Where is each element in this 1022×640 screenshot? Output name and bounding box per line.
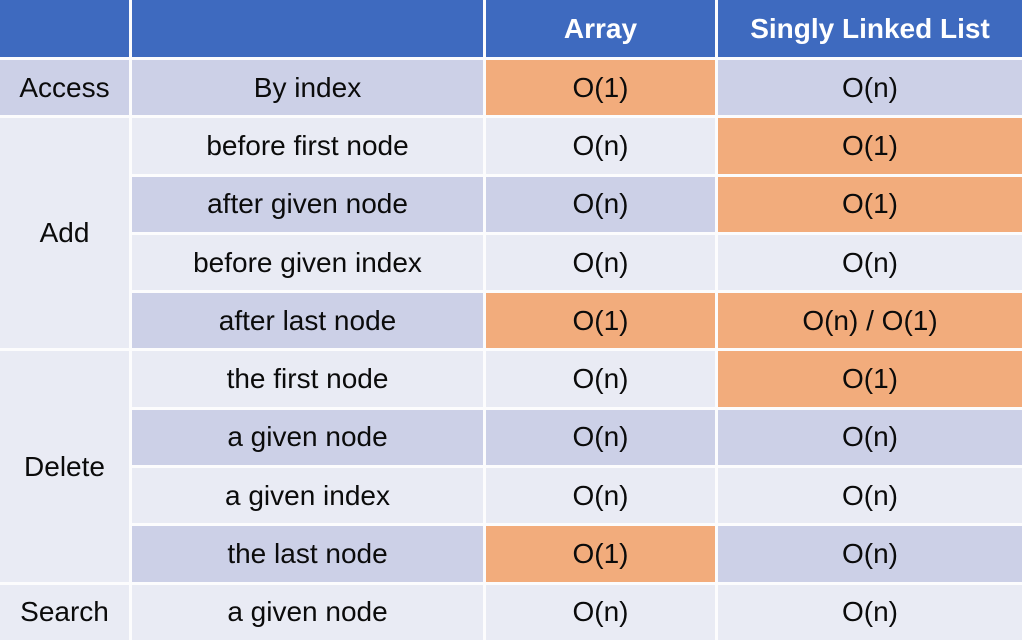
operation-cell: before first node xyxy=(132,118,483,174)
header-cell-category xyxy=(0,0,129,57)
group-label-search: Search xyxy=(0,584,129,640)
operation-cell: By index xyxy=(132,60,483,116)
operation-cell: a given node xyxy=(132,584,483,640)
complexity-cell-array: O(n) xyxy=(486,234,715,291)
complexity-cell-sll: O(n) xyxy=(718,526,1022,582)
complexity-cell-array: O(n) xyxy=(486,468,715,524)
group-label-access: Access xyxy=(0,60,129,116)
complexity-cell-array: O(1) xyxy=(486,293,715,349)
complexity-cell-sll: O(n) xyxy=(718,409,1022,466)
header-cell-array: Array xyxy=(486,0,715,57)
complexity-cell-sll: O(1) xyxy=(718,176,1022,232)
complexity-cell-sll: O(1) xyxy=(718,351,1022,407)
operation-cell: the last node xyxy=(132,526,483,582)
complexity-cell-sll: O(n) / O(1) xyxy=(718,293,1022,349)
complexity-cell-array: O(n) xyxy=(486,409,715,466)
complexity-cell-sll: O(1) xyxy=(718,118,1022,174)
complexity-cell-sll: O(n) xyxy=(718,584,1022,640)
complexity-cell-array: O(1) xyxy=(486,526,715,582)
complexity-cell-array: O(1) xyxy=(486,60,715,116)
header-cell-operation xyxy=(132,0,483,57)
operation-cell: after last node xyxy=(132,293,483,349)
operation-cell: a given node xyxy=(132,409,483,466)
complexity-cell-array: O(n) xyxy=(486,176,715,232)
header-cell-singly-linked-list: Singly Linked List xyxy=(718,0,1022,57)
operation-cell: after given node xyxy=(132,176,483,232)
complexity-cell-sll: O(n) xyxy=(718,234,1022,291)
operation-cell: a given index xyxy=(132,468,483,524)
complexity-cell-sll: O(n) xyxy=(718,60,1022,116)
group-label-delete: Delete xyxy=(0,351,129,582)
operation-cell: the first node xyxy=(132,351,483,407)
group-label-add: Add xyxy=(0,118,129,349)
complexity-cell-sll: O(n) xyxy=(718,468,1022,524)
operation-cell: before given index xyxy=(132,234,483,291)
complexity-cell-array: O(n) xyxy=(486,584,715,640)
complexity-cell-array: O(n) xyxy=(486,118,715,174)
complexity-cell-array: O(n) xyxy=(486,351,715,407)
